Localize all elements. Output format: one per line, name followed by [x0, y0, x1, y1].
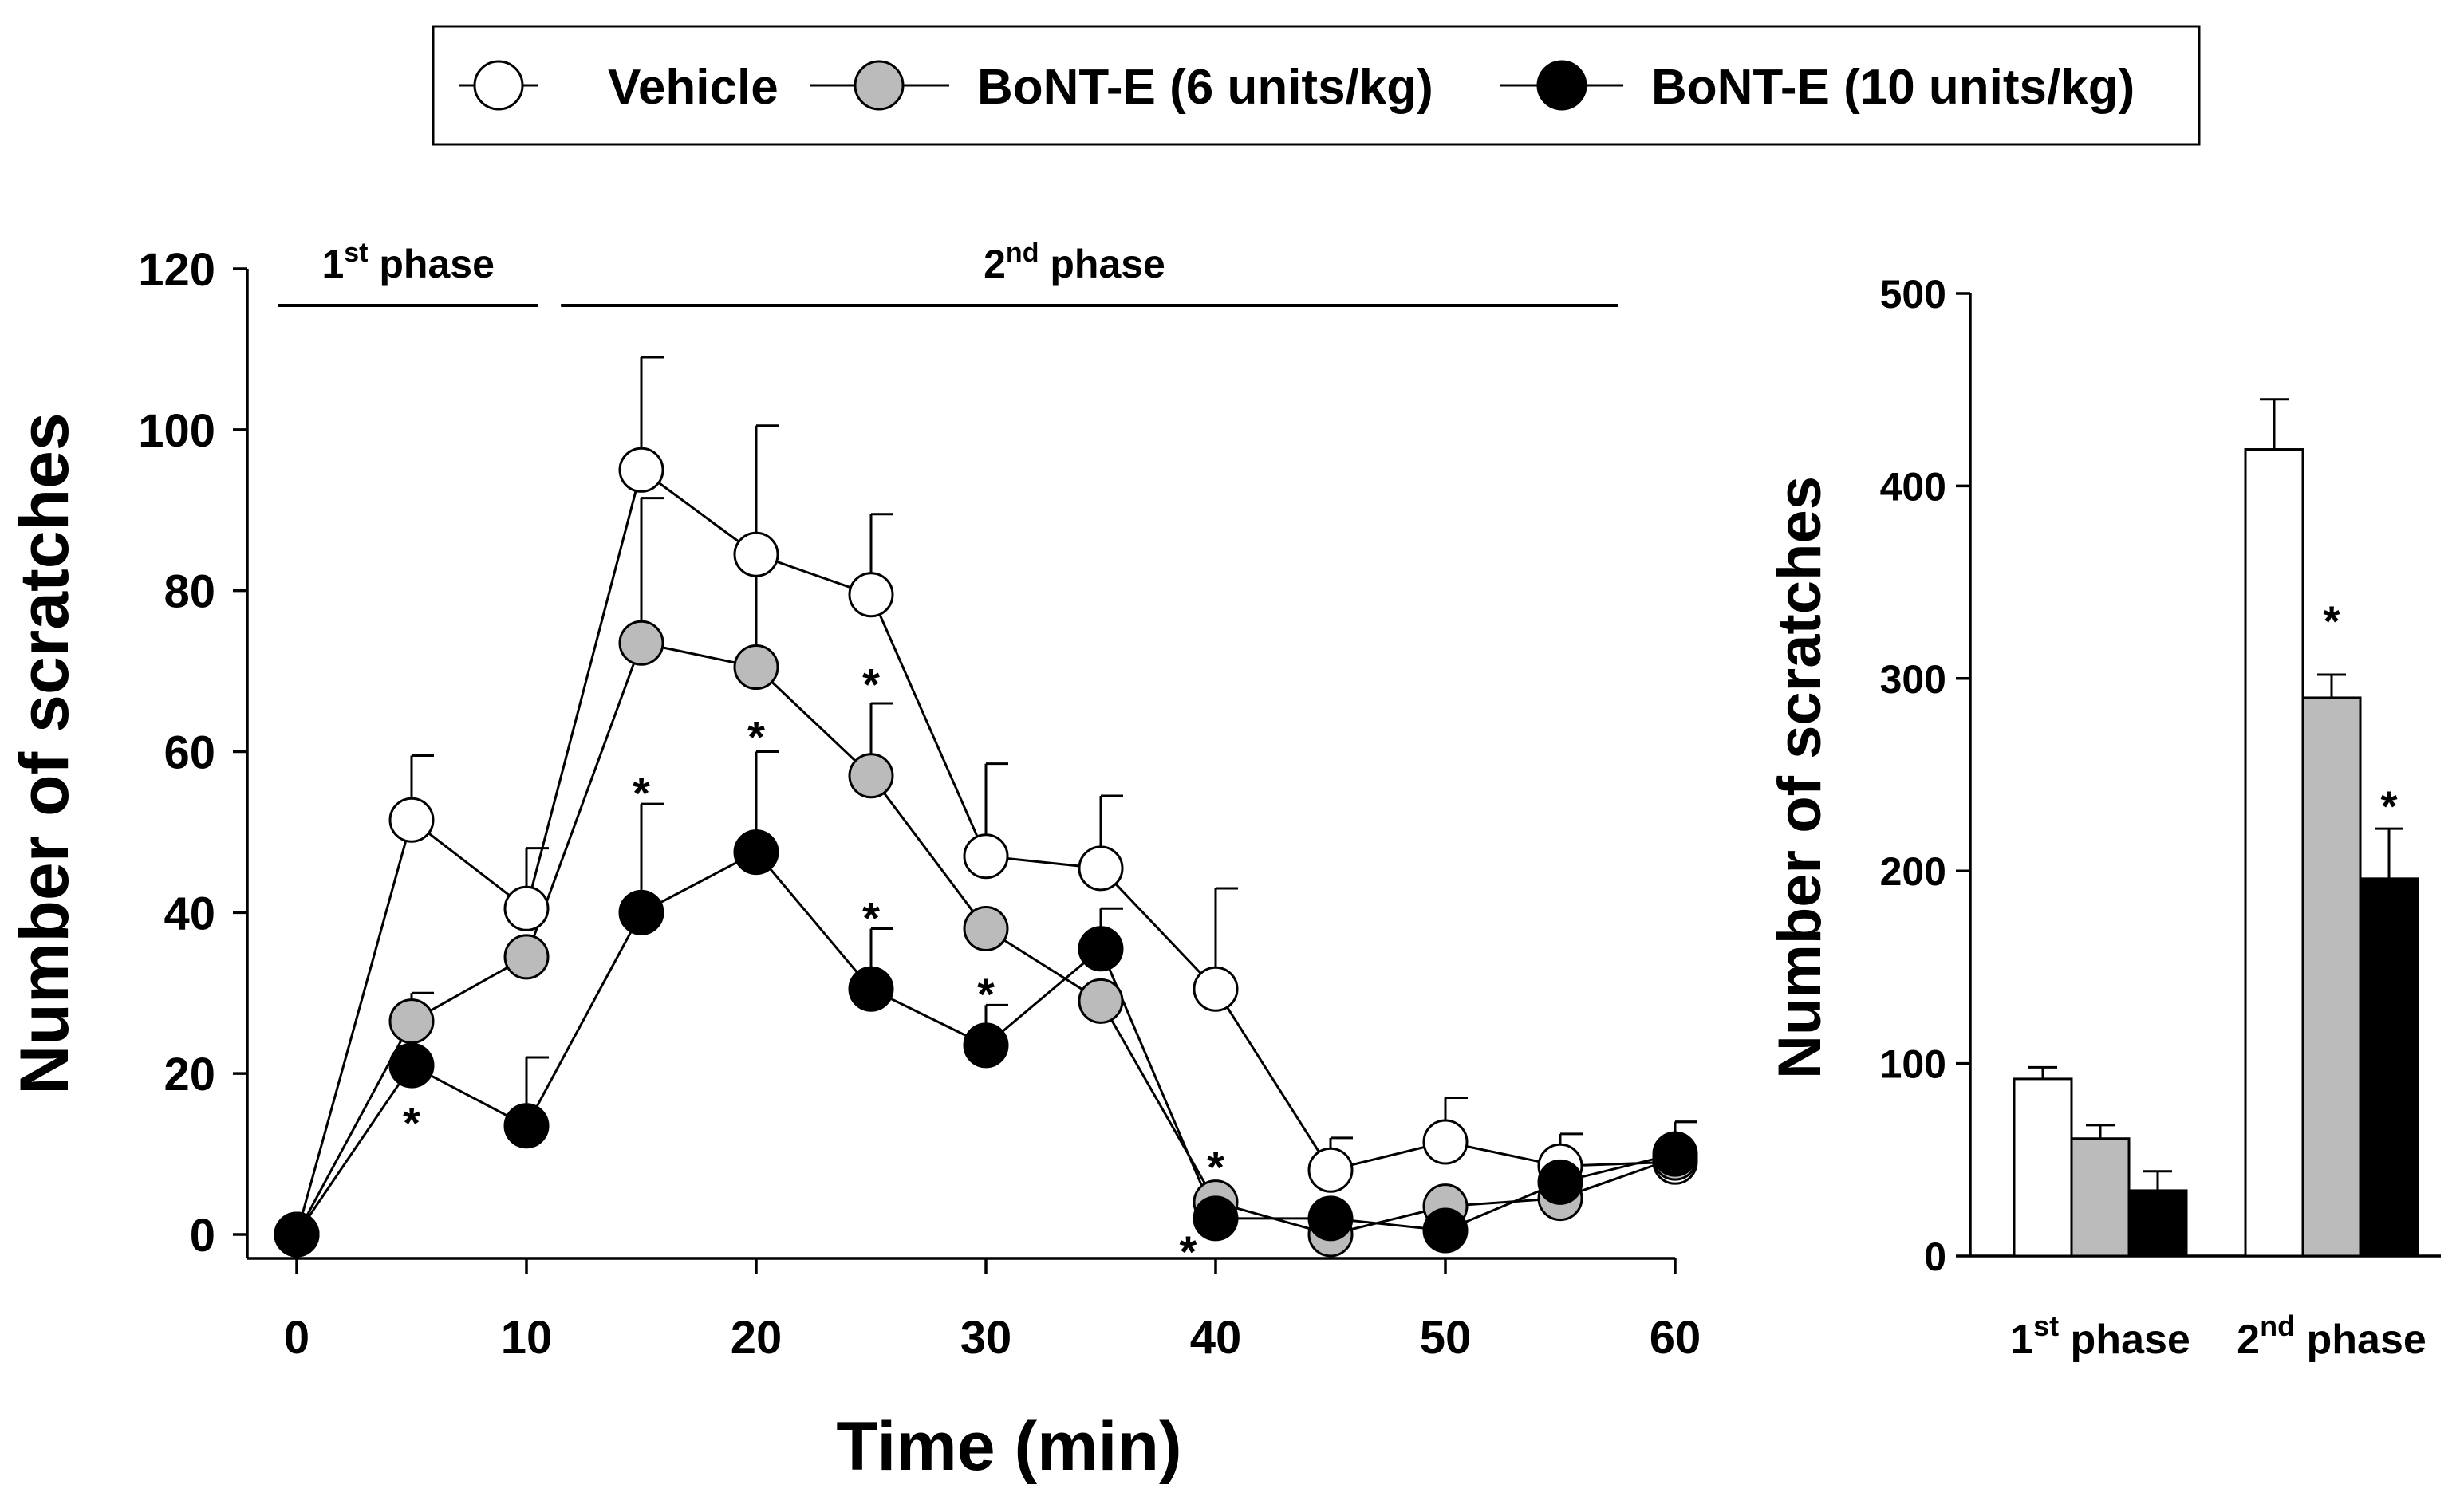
line-y-tick-label: 0	[190, 1210, 215, 1262]
significance-star: *	[862, 892, 880, 943]
line-x-tick-label: 20	[731, 1312, 783, 1364]
data-point-s2	[1422, 1207, 1469, 1254]
significance-star: *	[1207, 1142, 1224, 1192]
bar-y-tick-label: 400	[1880, 464, 1946, 509]
significance-star: *	[1180, 1226, 1197, 1277]
data-point-s2	[1652, 1131, 1698, 1177]
bar-s2-c0	[2127, 1189, 2188, 1258]
data-point-s0	[1078, 845, 1124, 892]
line-x-tick-label: 40	[1190, 1312, 1242, 1364]
line-chart: Number of scratches Time (min) 0 20 40 60 80…	[6, 238, 1701, 1485]
data-point-s1	[618, 620, 664, 666]
legend-marker-0	[473, 60, 524, 111]
data-point-s2	[848, 966, 894, 1012]
legend-box: Vehicle BoNT-E (6 units/kg) BoNT-E (10 uni…	[432, 25, 2201, 146]
data-point-s2	[733, 829, 779, 876]
data-point-s0	[388, 797, 435, 843]
line-x-tick-label: 10	[501, 1312, 553, 1364]
data-point-s1	[1078, 978, 1124, 1024]
data-point-s0	[1422, 1119, 1469, 1165]
bar-s2-c1	[2359, 877, 2419, 1258]
phase-label-2: 2nd phase	[984, 238, 1165, 286]
legend-marker-2	[1536, 60, 1587, 111]
data-point-s1	[388, 998, 435, 1045]
data-point-s0	[963, 833, 1009, 880]
data-point-s2	[1537, 1159, 1583, 1205]
legend-frame	[432, 25, 2201, 146]
data-point-s0	[1307, 1147, 1354, 1193]
data-point-s1	[848, 753, 894, 799]
data-point-s2	[1078, 926, 1124, 972]
bar-y-tick-label: 500	[1880, 272, 1946, 317]
bar-y-axis-label: Number of scratches	[1766, 476, 1834, 1079]
bar-significance-star: *	[2380, 782, 2397, 830]
data-point-s2	[963, 1022, 1009, 1069]
bar-category-label-0: 1st phase	[2010, 1309, 2190, 1363]
data-point-s2	[618, 889, 664, 935]
bar-chart: Number of scratches 0 100 200 300 400 500 1st …	[1766, 272, 2441, 1363]
line-y-tick-label: 40	[164, 888, 215, 939]
line-x-tick-label: 30	[960, 1312, 1012, 1364]
bar-s0-c0	[2013, 1077, 2073, 1258]
legend-label-1: BoNT-E (6 units/kg)	[977, 60, 1433, 115]
significance-star: *	[862, 660, 880, 710]
data-point-s1	[733, 644, 779, 691]
data-point-s2	[274, 1211, 320, 1258]
legend-label-0: Vehicle	[608, 60, 779, 115]
data-point-s1	[503, 934, 550, 980]
data-point-s2	[1307, 1195, 1354, 1242]
bar-significance-star: *	[2323, 598, 2340, 646]
data-point-s1	[963, 906, 1009, 952]
data-point-s0	[503, 885, 550, 931]
significance-star: *	[633, 768, 650, 818]
line-y-tick-label: 120	[138, 244, 215, 296]
data-point-s0	[848, 572, 894, 618]
data-point-s0	[618, 447, 664, 493]
significance-star: *	[747, 711, 765, 762]
line-y-axis-label: Number of scratches	[6, 412, 83, 1095]
data-point-s2	[388, 1042, 435, 1089]
line-x-tick-label: 0	[284, 1312, 309, 1364]
significance-star: *	[403, 1098, 420, 1148]
line-y-tick-label: 20	[164, 1049, 215, 1100]
phase-label-1: 1st phase	[321, 238, 494, 286]
legend-label-2: BoNT-E (10 units/kg)	[1651, 60, 2135, 115]
line-x-tick-label: 60	[1650, 1312, 1701, 1364]
data-point-s0	[733, 531, 779, 577]
bar-s0-c1	[2244, 448, 2304, 1258]
line-y-tick-label: 100	[138, 405, 215, 457]
bar-y-tick-label: 300	[1880, 657, 1946, 702]
bar-category-label-1: 2nd phase	[2237, 1309, 2427, 1363]
bar-y-tick-label: 100	[1880, 1042, 1946, 1087]
line-x-tick-label: 50	[1420, 1312, 1472, 1364]
significance-star: *	[977, 969, 995, 1019]
line-x-axis-label: Time (min)	[836, 1408, 1181, 1485]
bar-s1-c1	[2301, 696, 2362, 1258]
line-y-tick-label: 60	[164, 727, 215, 779]
data-point-s2	[1193, 1195, 1239, 1242]
data-point-s2	[503, 1103, 550, 1149]
bar-s1-c0	[2070, 1137, 2131, 1258]
legend-marker-1	[854, 60, 905, 111]
data-point-s0	[1193, 966, 1239, 1012]
line-y-tick-label: 80	[164, 566, 215, 618]
bar-y-tick-label: 0	[1924, 1234, 1946, 1279]
bar-y-tick-label: 200	[1880, 849, 1946, 894]
